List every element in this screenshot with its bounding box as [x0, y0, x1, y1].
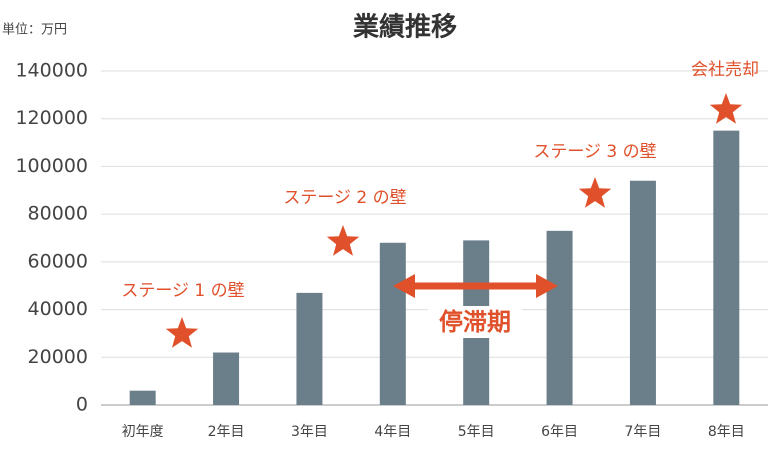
bar	[546, 230, 573, 405]
annotation: 停滞期	[439, 308, 511, 336]
annotation: ステージ 2 の壁	[283, 188, 406, 208]
arrow-head	[393, 274, 415, 298]
star-icon	[165, 317, 199, 348]
y-tick-label: 100000	[15, 155, 88, 177]
bar	[296, 292, 323, 405]
y-tick-label: 140000	[15, 60, 88, 82]
x-tick-label: 初年度	[122, 423, 164, 440]
y-tick-label: 0	[76, 394, 88, 416]
x-tick-label: 5年目	[458, 424, 495, 440]
y-tick-label: 20000	[28, 346, 88, 368]
annotation: ステージ 1 の壁	[121, 281, 244, 301]
x-tick-label: 3年目	[291, 424, 328, 440]
y-tick-label: 120000	[15, 107, 88, 129]
y-tick-label: 60000	[28, 250, 88, 272]
star-icon	[709, 93, 743, 124]
unit-label: 単位：万円	[2, 22, 67, 38]
y-tick-label: 80000	[28, 203, 88, 225]
x-tick-label: 6年目	[541, 424, 578, 440]
label-background	[428, 306, 522, 338]
bar	[213, 352, 240, 405]
bar	[379, 242, 406, 405]
annotation: 会社売却	[691, 60, 759, 80]
x-tick-label: 7年目	[624, 424, 661, 440]
chart-title: 業績推移	[353, 13, 457, 43]
x-tick-label: 2年目	[208, 424, 245, 440]
x-tick-label: 4年目	[374, 424, 411, 440]
bar	[129, 390, 156, 405]
y-tick-label: 40000	[28, 298, 88, 320]
star-icon	[578, 177, 612, 208]
star-icon	[326, 225, 360, 256]
bar	[629, 180, 656, 405]
x-tick-label: 8年目	[708, 424, 745, 440]
bar	[713, 130, 740, 405]
annotation: ステージ 3 の壁	[533, 142, 656, 162]
arrow-head	[536, 274, 558, 298]
